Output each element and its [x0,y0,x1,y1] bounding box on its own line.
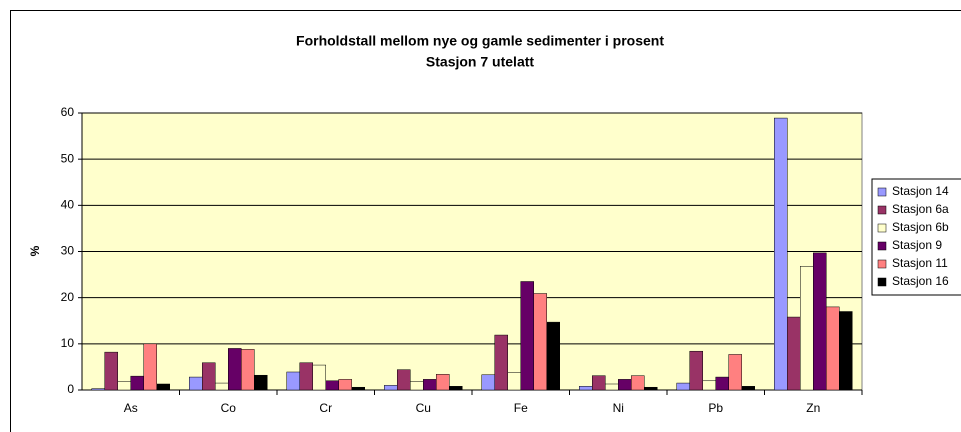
x-tick-label: Pb [708,401,723,415]
bar [299,362,313,391]
chart-subtitle: Stasjon 7 utelatt [426,54,534,70]
legend-label: Stasjon 16 [892,274,949,288]
y-tick-label: 20 [61,290,75,304]
bar [728,354,742,391]
bar [215,382,229,391]
bar [228,348,242,391]
bar [826,306,840,391]
x-tick-label: Cr [319,401,332,415]
bar [202,362,216,391]
bar [644,386,658,391]
chart-title: Forholdstall mellom nye og gamle sedimen… [296,33,664,49]
bar [800,266,814,391]
bar [618,379,632,391]
bar [676,382,690,391]
bar [338,379,352,391]
y-tick-label: 0 [67,382,74,396]
bar [520,281,534,391]
bar [715,376,729,391]
bar [312,364,326,391]
bar [410,381,424,391]
y-tick-label: 40 [61,198,75,212]
y-tick-label: 30 [61,244,75,258]
x-tick-label: Fe [514,401,528,415]
y-tick-label: 50 [61,151,75,165]
legend-label: Stasjon 14 [892,184,949,198]
bar [813,252,827,391]
bar [117,381,131,391]
legend-label: Stasjon 6b [892,220,949,234]
bar [189,376,203,391]
legend-label: Stasjon 11 [892,256,948,270]
legend-swatch [877,205,887,215]
bar [579,386,593,391]
bar [507,372,521,391]
bar [436,374,450,391]
bar [91,388,105,391]
legend-label: Stasjon 6a [892,202,949,216]
bar [104,351,118,391]
bar [787,316,801,391]
bar [423,379,437,391]
bar [481,374,495,391]
bar [605,383,619,391]
y-tick-label: 60 [61,105,75,119]
bar [384,385,398,391]
x-tick-label: Co [221,401,237,415]
x-tick-label: Cu [416,401,431,415]
legend-swatch [877,187,887,197]
bar [143,343,157,391]
bar [631,375,645,391]
legend-box [871,178,961,296]
bar [397,369,411,391]
bar [741,386,755,391]
bar [156,383,170,391]
bar [592,375,606,391]
bar [449,386,463,391]
legend-swatch [877,277,887,287]
bar [494,334,508,391]
bar [546,321,560,391]
bar [130,375,144,391]
bar [774,117,788,391]
legend-swatch [877,223,887,233]
x-tick-label: Zn [806,401,820,415]
legend-label: Stasjon 9 [892,238,942,252]
x-tick-label: As [124,401,138,415]
bar [839,311,853,391]
y-tick-label: 10 [61,336,75,350]
bar [241,349,255,391]
bar [286,371,300,391]
bar [689,350,703,391]
bar [702,380,716,391]
legend-swatch [877,259,887,269]
bar [351,386,365,391]
x-tick-label: Ni [613,401,624,415]
bar [533,293,547,391]
legend-swatch [877,241,887,251]
y-axis-label: % [28,245,42,256]
bar [325,380,339,391]
bar [254,374,268,391]
